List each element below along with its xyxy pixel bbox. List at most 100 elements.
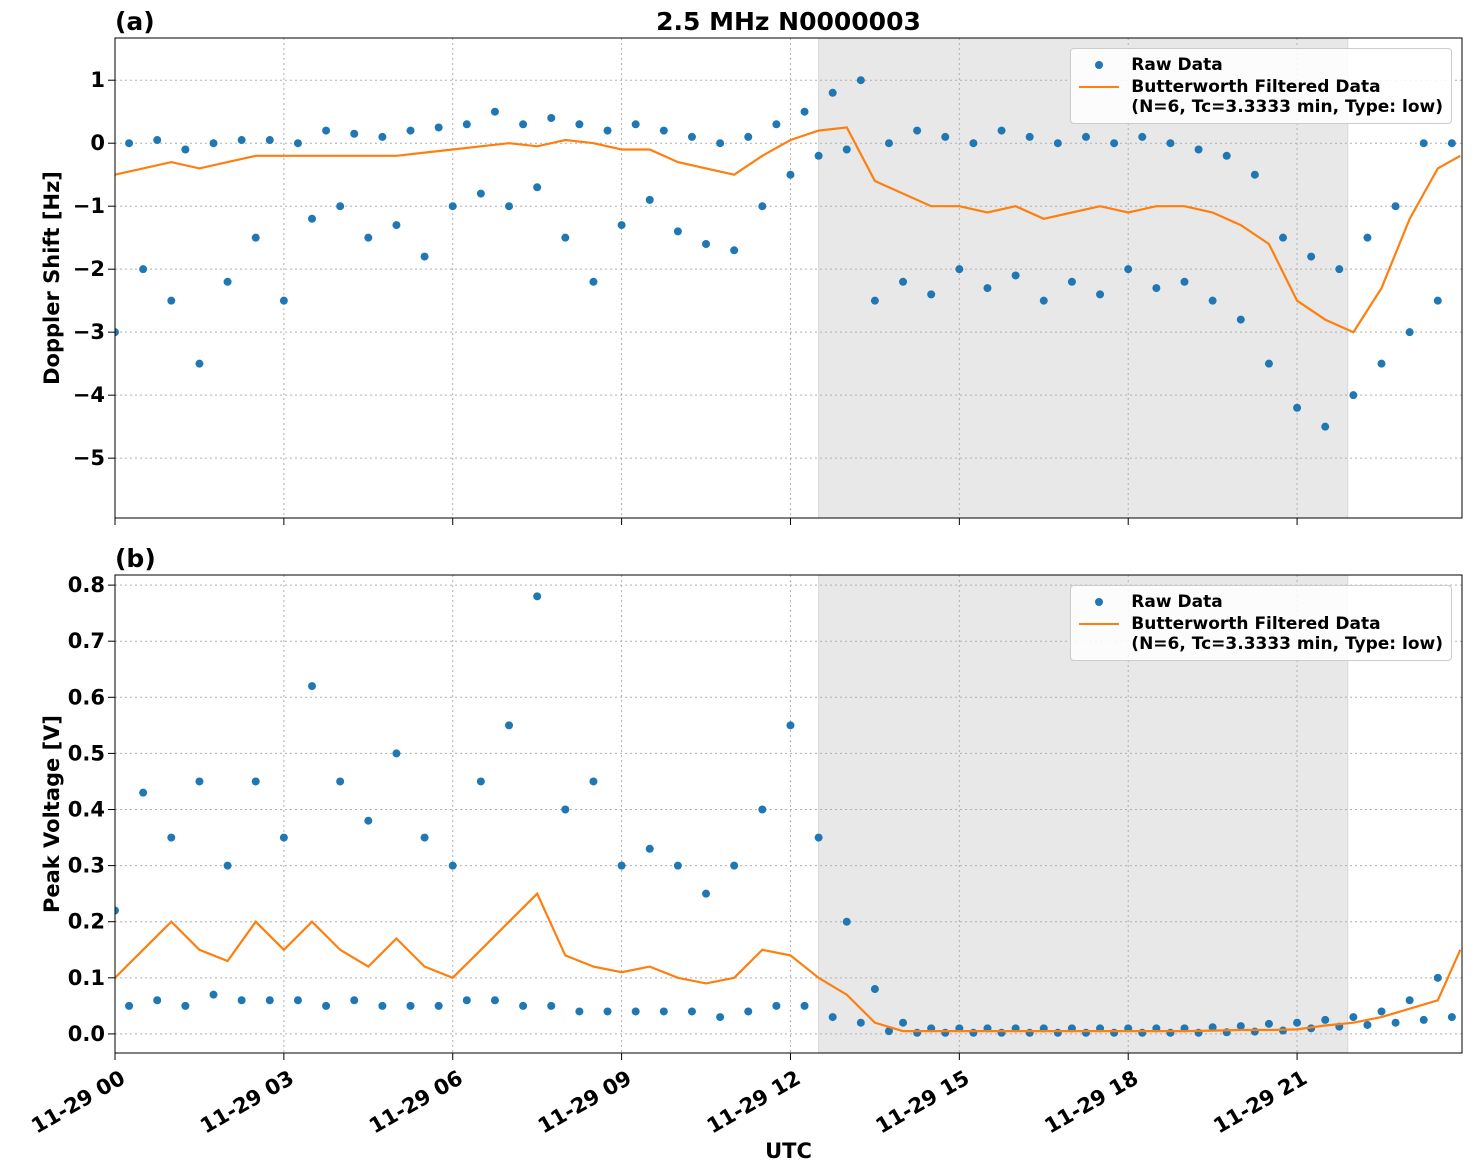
y-tick-label: 0.4	[68, 798, 105, 822]
raw-point	[1208, 1023, 1217, 1032]
raw-point	[322, 1001, 331, 1010]
legend-key	[1079, 592, 1119, 612]
raw-point	[195, 359, 204, 368]
x-axis-label: UTC	[765, 1139, 812, 1163]
raw-point	[223, 277, 232, 286]
legend-entry: Butterworth Filtered Data (N=6, Tc=3.333…	[1079, 614, 1443, 654]
panel-label: (a)	[115, 7, 155, 36]
x-tick-label: 11-29 21	[1209, 1066, 1311, 1139]
filtered-line	[115, 891, 1462, 1033]
raw-point	[251, 777, 260, 786]
raw-point	[955, 265, 964, 274]
raw-point	[279, 296, 288, 305]
raw-point	[631, 1007, 640, 1016]
raw-point	[1293, 403, 1302, 412]
raw-point	[533, 592, 542, 601]
filtered-line	[115, 126, 1461, 334]
raw-point	[153, 996, 162, 1005]
y-tick-label: 0.6	[68, 685, 105, 709]
raw-point	[392, 749, 401, 758]
y-tick-label: 1	[90, 68, 105, 92]
raw-point	[702, 889, 711, 898]
raw-point	[195, 777, 204, 786]
raw-point	[322, 126, 331, 135]
raw-point	[350, 129, 359, 138]
axes-frame	[114, 574, 1463, 1054]
raw-point	[800, 107, 809, 116]
raw-point	[1011, 271, 1020, 280]
raw-point	[139, 788, 148, 797]
raw-point	[589, 277, 598, 286]
raw-point	[125, 1001, 134, 1010]
raw-point	[1067, 277, 1076, 286]
raw-point	[702, 239, 711, 248]
y-axis-label: Peak Voltage [V]	[40, 715, 64, 913]
raw-point	[842, 917, 851, 926]
raw-point	[744, 1007, 753, 1016]
raw-point	[870, 985, 879, 994]
raw-point	[983, 284, 992, 293]
raw-point	[800, 1001, 809, 1010]
raw-point	[828, 88, 837, 97]
raw-point	[237, 996, 246, 1005]
raw-point	[603, 126, 612, 135]
raw-point	[223, 861, 232, 870]
raw-point	[1447, 1013, 1456, 1022]
raw-point	[716, 1013, 725, 1022]
raw-point	[744, 132, 753, 141]
legend-label: Raw Data	[1131, 55, 1223, 75]
raw-point	[645, 195, 654, 204]
raw-point	[631, 120, 640, 129]
raw-point	[1166, 139, 1175, 148]
raw-point	[1053, 139, 1062, 148]
raw-point	[1124, 265, 1133, 274]
raw-point	[1405, 996, 1414, 1005]
legend: Raw Data Butterworth Filtered Data (N=6, …	[1070, 585, 1452, 661]
raw-point	[659, 126, 668, 135]
raw-point	[265, 996, 274, 1005]
raw-point	[519, 1001, 528, 1010]
raw-point	[378, 132, 387, 141]
raw-point	[617, 221, 626, 230]
raw-point	[687, 132, 696, 141]
raw-point	[899, 277, 908, 286]
y-tick-label: −3	[73, 320, 105, 344]
legend-key	[1079, 614, 1120, 634]
legend-label: Butterworth Filtered Data (N=6, Tc=3.333…	[1131, 77, 1443, 117]
raw-point	[575, 1007, 584, 1016]
raw-point	[659, 1007, 668, 1016]
y-tick-label: 0.0	[68, 1022, 105, 1046]
raw-point	[490, 107, 499, 116]
y-tick-label: 0.1	[68, 966, 105, 990]
raw-point	[1363, 233, 1372, 242]
raw-point	[279, 833, 288, 842]
raw-point	[115, 328, 119, 337]
raw-point	[1025, 132, 1034, 141]
raw-point	[420, 833, 429, 842]
raw-point	[364, 233, 373, 242]
raw-point	[364, 816, 373, 825]
raw-point	[1405, 328, 1414, 337]
raw-point	[1307, 252, 1316, 261]
raw-point	[1180, 277, 1189, 286]
raw-point	[181, 145, 190, 154]
raw-point	[1349, 391, 1358, 400]
y-axis-label: Doppler Shift [Hz]	[40, 171, 64, 385]
raw-point	[1391, 1018, 1400, 1027]
raw-point	[1236, 1022, 1245, 1031]
raw-point	[181, 1001, 190, 1010]
raw-point	[1250, 170, 1259, 179]
raw-point	[1377, 1007, 1386, 1016]
raw-point	[167, 833, 176, 842]
raw-point	[434, 123, 443, 132]
raw-point	[1236, 315, 1245, 324]
legend-entry: Raw Data	[1079, 55, 1443, 75]
raw-point	[856, 1018, 865, 1027]
raw-point	[786, 170, 795, 179]
raw-point	[1335, 265, 1344, 274]
raw-point	[406, 1001, 415, 1010]
raw-point	[1433, 296, 1442, 305]
raw-point	[1321, 1015, 1330, 1024]
raw-point	[814, 833, 823, 842]
raw-point	[547, 114, 556, 122]
